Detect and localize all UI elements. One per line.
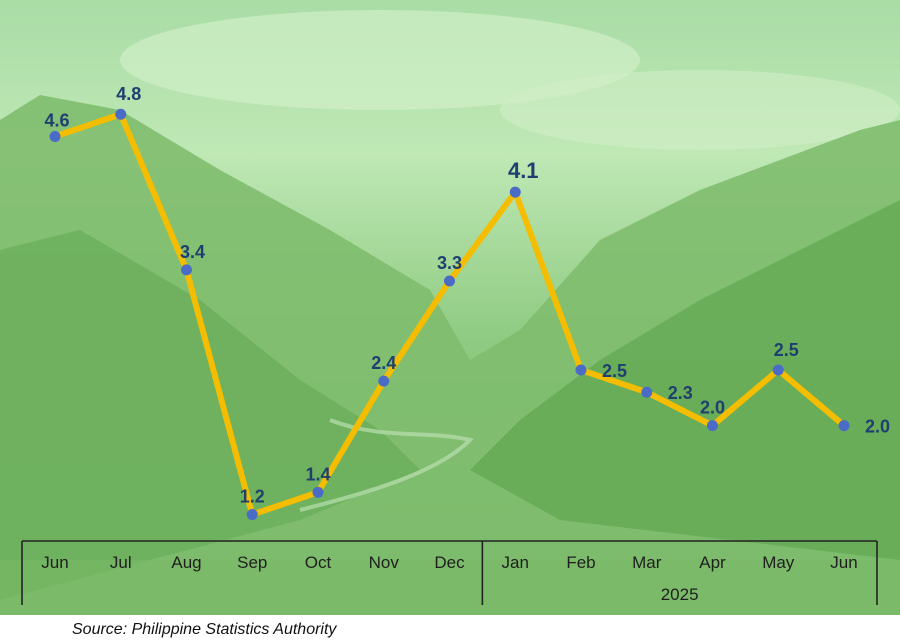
x-tick-label: Jan — [502, 553, 529, 572]
x-tick-label: Apr — [699, 553, 726, 572]
x-tick-label: Feb — [566, 553, 595, 572]
data-label: 2.0 — [865, 417, 890, 437]
data-point — [838, 420, 850, 432]
data-label: 4.6 — [44, 110, 69, 130]
year-label: 2025 — [661, 585, 699, 604]
data-point — [49, 130, 61, 142]
data-point — [444, 275, 455, 287]
data-point — [115, 108, 127, 120]
data-point — [246, 509, 258, 521]
x-axis: 2025 Jun Jul Aug Sep Oct Nov Dec Jan Feb Mar Apr May… — [21, 540, 878, 605]
data-label: 1.4 — [305, 464, 330, 484]
data-point — [378, 375, 390, 387]
data-point — [181, 264, 192, 276]
x-tick-label: Oct — [305, 553, 332, 572]
x-tick-label: Mar — [632, 553, 662, 572]
x-tick-label: Jun — [830, 553, 857, 572]
data-label: 2.4 — [371, 353, 396, 373]
data-label: 2.5 — [774, 340, 799, 360]
x-tick-label: Aug — [171, 553, 201, 572]
x-tick-label: May — [762, 553, 795, 572]
data-label: 4.8 — [116, 84, 141, 104]
data-point — [772, 364, 784, 376]
x-tick-label: Sep — [237, 553, 267, 572]
data-label: 2.3 — [668, 383, 693, 403]
data-label: 2.5 — [602, 361, 627, 381]
x-tick-label: Dec — [434, 553, 465, 572]
data-label: 3.4 — [180, 242, 205, 262]
source-note: Source: Philippine Statistics Authority — [72, 621, 337, 638]
data-point — [312, 486, 324, 498]
x-tick-label: Jun — [41, 553, 68, 572]
data-label: 1.2 — [240, 487, 265, 507]
data-points — [49, 108, 850, 521]
x-tick-label: Jul — [110, 553, 132, 572]
mountain-landscape-background — [0, 0, 900, 615]
data-point — [707, 420, 718, 432]
data-point — [509, 186, 521, 198]
data-point — [641, 386, 653, 398]
data-label: 2.0 — [700, 398, 725, 418]
data-label: 3.3 — [437, 253, 462, 273]
data-labels: 4.6 4.8 3.4 1.2 1.4 2.4 3.3 4.1 2.5 2.3 2.0 2.5 2.0 — [44, 84, 890, 506]
x-tick-label: Nov — [369, 553, 400, 572]
data-point — [575, 364, 587, 376]
data-label: 4.1 — [508, 158, 539, 183]
